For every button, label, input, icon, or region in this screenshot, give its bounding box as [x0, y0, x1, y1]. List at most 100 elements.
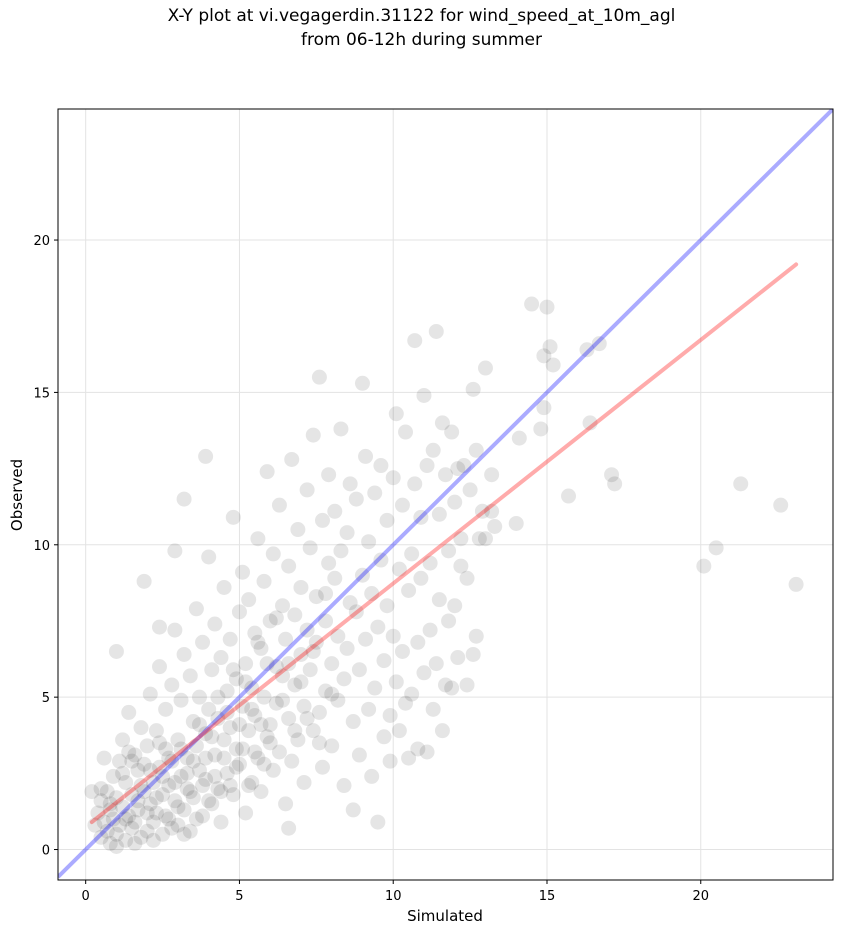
data-point [582, 415, 598, 431]
data-point [459, 677, 475, 693]
data-point [259, 464, 275, 480]
data-point [207, 768, 223, 784]
chart-title: X-Y plot at vi.vegagerdin.31122 for wind… [167, 6, 676, 26]
data-point [336, 671, 352, 687]
data-point [305, 723, 321, 739]
data-point [250, 750, 266, 766]
data-point [296, 698, 312, 714]
reference-lines [58, 109, 833, 879]
data-point [210, 781, 226, 797]
data-point [487, 518, 503, 534]
data-point [413, 509, 429, 525]
data-point [524, 296, 540, 312]
data-point [533, 421, 549, 437]
data-point [238, 656, 254, 672]
y-tick-label: 5 [42, 691, 50, 706]
data-point [179, 750, 195, 766]
data-point [164, 677, 180, 693]
data-point [419, 458, 435, 474]
data-point [191, 717, 207, 733]
data-point [425, 701, 441, 717]
data-point [176, 491, 192, 507]
data-point [124, 787, 140, 803]
data-point [256, 689, 272, 705]
data-point [96, 750, 112, 766]
data-point [136, 573, 152, 589]
data-point [284, 753, 300, 769]
plot-frame [57, 108, 834, 881]
data-point [93, 781, 109, 797]
data-point [373, 552, 389, 568]
data-point [441, 613, 457, 629]
data-point [391, 723, 407, 739]
data-point [198, 448, 214, 464]
data-point [398, 424, 414, 440]
data-point [210, 710, 226, 726]
data-point [364, 768, 380, 784]
data-point [450, 461, 466, 477]
data-point [425, 442, 441, 458]
data-point [161, 778, 177, 794]
data-point [188, 811, 204, 827]
data-point [302, 662, 318, 678]
data-point [342, 476, 358, 492]
data-point [447, 598, 463, 614]
data-point [262, 735, 278, 751]
data-point [327, 503, 343, 519]
data-point [324, 738, 340, 754]
data-point [416, 665, 432, 681]
data-point [256, 573, 272, 589]
data-point [388, 406, 404, 422]
data-point [216, 750, 232, 766]
data-point [271, 744, 287, 760]
data-point [287, 723, 303, 739]
data-point [108, 790, 124, 806]
data-point [321, 555, 337, 571]
data-point [164, 753, 180, 769]
data-point [299, 710, 315, 726]
data-point [151, 759, 167, 775]
data-point [348, 604, 364, 620]
data-point [161, 750, 177, 766]
data-point [118, 832, 134, 848]
data-point [447, 494, 463, 510]
data-point [118, 811, 134, 827]
data-point [188, 738, 204, 754]
y-tick-label: 15 [33, 386, 50, 401]
data-point [115, 765, 131, 781]
data-point [115, 799, 131, 815]
data-point [268, 659, 284, 675]
data-point [453, 558, 469, 574]
data-point [164, 820, 180, 836]
data-point [133, 829, 149, 845]
data-point [105, 811, 121, 827]
data-point [345, 802, 361, 818]
data-point [293, 674, 309, 690]
data-point [201, 793, 217, 809]
data-point [358, 631, 374, 647]
data-point [195, 634, 211, 650]
data-point [431, 592, 447, 608]
data-point [290, 522, 306, 538]
data-point [434, 415, 450, 431]
data-point [468, 628, 484, 644]
data-point [284, 451, 300, 467]
data-point [207, 747, 223, 763]
data-point [244, 680, 260, 696]
data-point [225, 509, 241, 525]
data-point [275, 692, 291, 708]
data-point [324, 686, 340, 702]
data-point [474, 503, 490, 519]
data-point [428, 323, 444, 339]
data-point [84, 784, 100, 800]
data-point [370, 814, 386, 830]
data-point [450, 650, 466, 666]
data-point [161, 811, 177, 827]
data-point [253, 717, 269, 733]
x-tick-label: 5 [235, 889, 243, 904]
data-point [398, 695, 414, 711]
data-point [198, 750, 214, 766]
data-point [105, 768, 121, 784]
data-point [133, 778, 149, 794]
